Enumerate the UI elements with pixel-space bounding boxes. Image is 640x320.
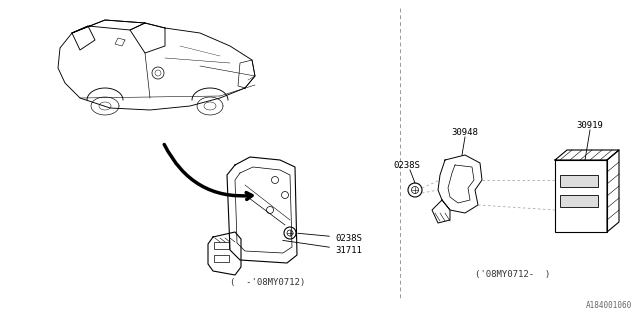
Bar <box>555 160 607 232</box>
Bar <box>214 242 229 249</box>
Text: 30948: 30948 <box>452 128 479 137</box>
Text: 30919: 30919 <box>577 121 604 130</box>
Text: 0238S: 0238S <box>298 233 362 243</box>
Text: (  -'08MY0712): ( -'08MY0712) <box>230 278 306 287</box>
Text: 31711: 31711 <box>283 240 362 254</box>
Bar <box>214 255 229 262</box>
Text: ('08MY0712-  ): ('08MY0712- ) <box>476 270 550 279</box>
Bar <box>560 195 598 207</box>
Bar <box>560 175 598 187</box>
Text: A184001060: A184001060 <box>586 301 632 310</box>
Text: 0238S: 0238S <box>394 161 420 170</box>
